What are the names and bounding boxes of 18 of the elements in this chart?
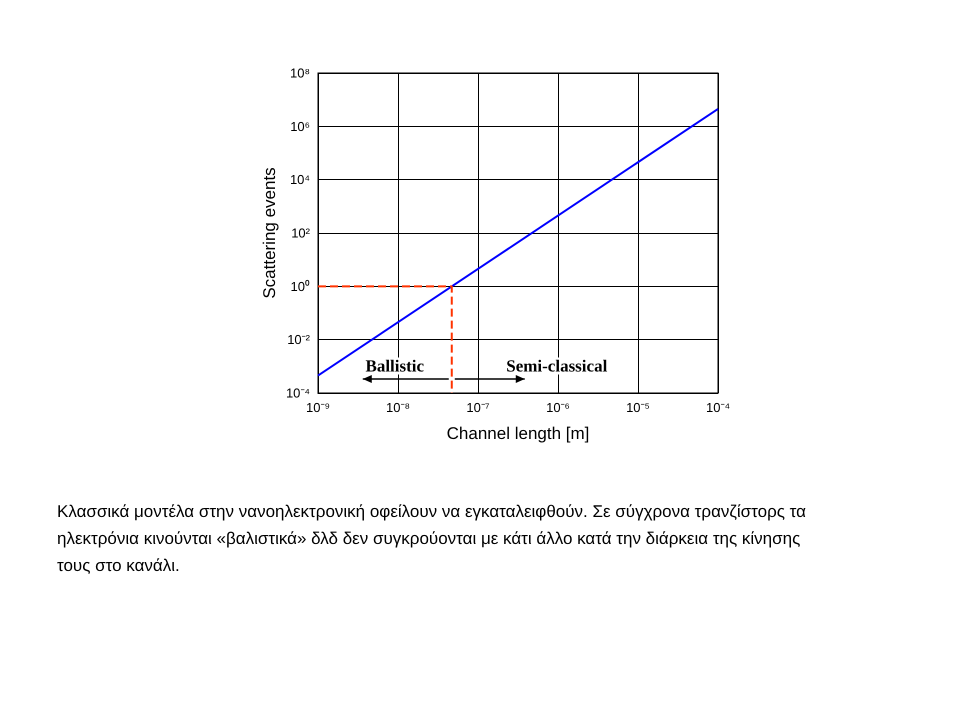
y-axis-title: Scattering events xyxy=(260,167,279,299)
x-tick-label: 10⁻⁵ xyxy=(626,400,650,415)
y-tick-label: 10⁴ xyxy=(290,172,310,188)
x-tick-label: 10⁻⁶ xyxy=(546,400,570,415)
x-axis-title: Channel length [m] xyxy=(446,424,590,443)
x-tick-label: 10⁻⁴ xyxy=(706,400,730,415)
y-tick-label: 10² xyxy=(291,226,311,240)
x-tick-label: 10⁻⁸ xyxy=(386,400,410,415)
annotation: Semi-classical xyxy=(506,356,608,376)
y-tick-label: 10⁻⁴ xyxy=(286,386,310,400)
y-tick-label: 10⁰ xyxy=(290,278,310,294)
x-tick-label: 10⁻⁹ xyxy=(306,400,330,415)
text: Κλασσικά μοντέλα στην νανοηλεκτρονική οφείλουν να εγκαταλειφθούν. Σε σύγχρονα τρανζίστορς τα ηλεκτρόνια κινούνται «βαλιστικά» δλδ δεν συγκρούονται με κάτι άλλο κατά την διάρκεια της κίνησης τους στο κανάλι. xyxy=(57,501,807,577)
x-tick-label: 10⁻⁷ xyxy=(466,400,490,415)
y-tick-label: 10⁻² xyxy=(287,332,311,348)
y-tick-label: 10⁸ xyxy=(290,66,310,80)
y-tick-label: 10⁶ xyxy=(290,118,310,134)
annotation: Ballistic xyxy=(365,356,424,376)
